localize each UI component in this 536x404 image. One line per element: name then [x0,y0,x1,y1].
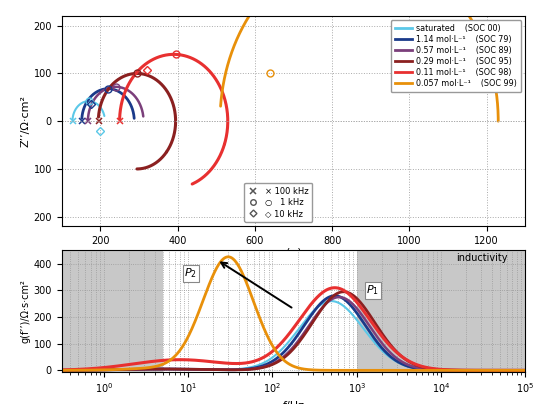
Text: $P_1$: $P_1$ [366,284,379,297]
Text: (a): (a) [286,248,301,258]
Bar [163,250,356,372]
Y-axis label: Z’’/Ω·cm²: Z’’/Ω·cm² [21,95,31,147]
Y-axis label: g(f’’)/Ω·s·cm²: g(f’’)/Ω·s·cm² [21,279,31,343]
Legend: × 100 kHz, ○   1 kHz, ◇ 10 kHz: × 100 kHz, ○ 1 kHz, ◇ 10 kHz [244,183,312,222]
X-axis label: Z’/Ω·cm²: Z’/Ω·cm² [269,252,318,261]
Text: inductivity: inductivity [456,253,508,263]
X-axis label: f/Hz: f/Hz [282,401,304,404]
Text: $P_2$: $P_2$ [184,267,197,280]
